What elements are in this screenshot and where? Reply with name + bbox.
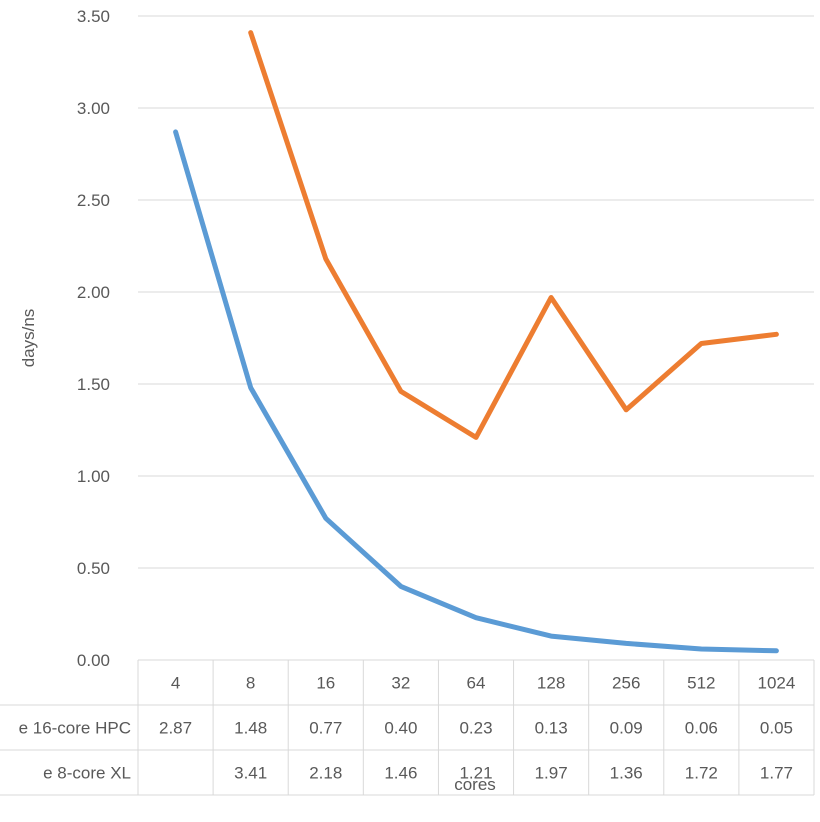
y-axis-label: days/ns bbox=[19, 309, 38, 368]
y-axis-ticks: 0.00 0.50 1.00 1.50 2.00 2.50 3.00 3.50 bbox=[77, 7, 110, 670]
data-label: 2.87 bbox=[159, 719, 192, 738]
x-tick-label: 4 bbox=[171, 674, 180, 693]
series-line bbox=[173, 129, 779, 654]
x-tick-label: 512 bbox=[687, 674, 715, 693]
data-label: 0.23 bbox=[459, 719, 492, 738]
x-tick-label: 1024 bbox=[758, 674, 796, 693]
data-label: 1.97 bbox=[535, 764, 568, 783]
x-tick-label: 256 bbox=[612, 674, 640, 693]
y-tick-label: 1.00 bbox=[77, 467, 110, 486]
x-tick-label: 16 bbox=[316, 674, 335, 693]
x-tick-label: 64 bbox=[467, 674, 486, 693]
data-label: 1.21 bbox=[459, 764, 492, 783]
data-label: 1.36 bbox=[610, 764, 643, 783]
data-label: 3.41 bbox=[234, 764, 267, 783]
data-label: 1.72 bbox=[685, 764, 718, 783]
y-tick-label: 1.50 bbox=[77, 375, 110, 394]
data-label: 2.18 bbox=[309, 764, 342, 783]
y-tick-label: 3.00 bbox=[77, 99, 110, 118]
data-label: 0.06 bbox=[685, 719, 718, 738]
series-lines bbox=[173, 30, 779, 654]
data-label: 0.13 bbox=[535, 719, 568, 738]
data-label: 0.77 bbox=[309, 719, 342, 738]
x-axis-label: cores bbox=[454, 775, 496, 794]
data-label: 0.09 bbox=[610, 719, 643, 738]
data-label: 0.05 bbox=[760, 719, 793, 738]
y-tick-label: 0.00 bbox=[77, 651, 110, 670]
y-tick-label: 2.00 bbox=[77, 283, 110, 302]
x-tick-label: 128 bbox=[537, 674, 565, 693]
y-tick-label: 2.50 bbox=[77, 191, 110, 210]
legend-entry: e 8-core XL bbox=[43, 764, 131, 783]
data-label: 0.40 bbox=[384, 719, 417, 738]
data-label: 1.46 bbox=[384, 764, 417, 783]
x-tick-label: 8 bbox=[246, 674, 255, 693]
y-tick-label: 3.50 bbox=[77, 7, 110, 26]
x-tick-label: 32 bbox=[391, 674, 410, 693]
data-label: 1.48 bbox=[234, 719, 267, 738]
gridlines bbox=[138, 15, 814, 661]
data-label: 1.77 bbox=[760, 764, 793, 783]
y-tick-label: 0.50 bbox=[77, 559, 110, 578]
series-line bbox=[248, 30, 779, 440]
data-table: 4 8 16 32 64 128 256 512 1024 e 16-core HPC 2.87 1.… bbox=[0, 660, 815, 796]
legend-entry: e 16-core HPC bbox=[19, 719, 131, 738]
